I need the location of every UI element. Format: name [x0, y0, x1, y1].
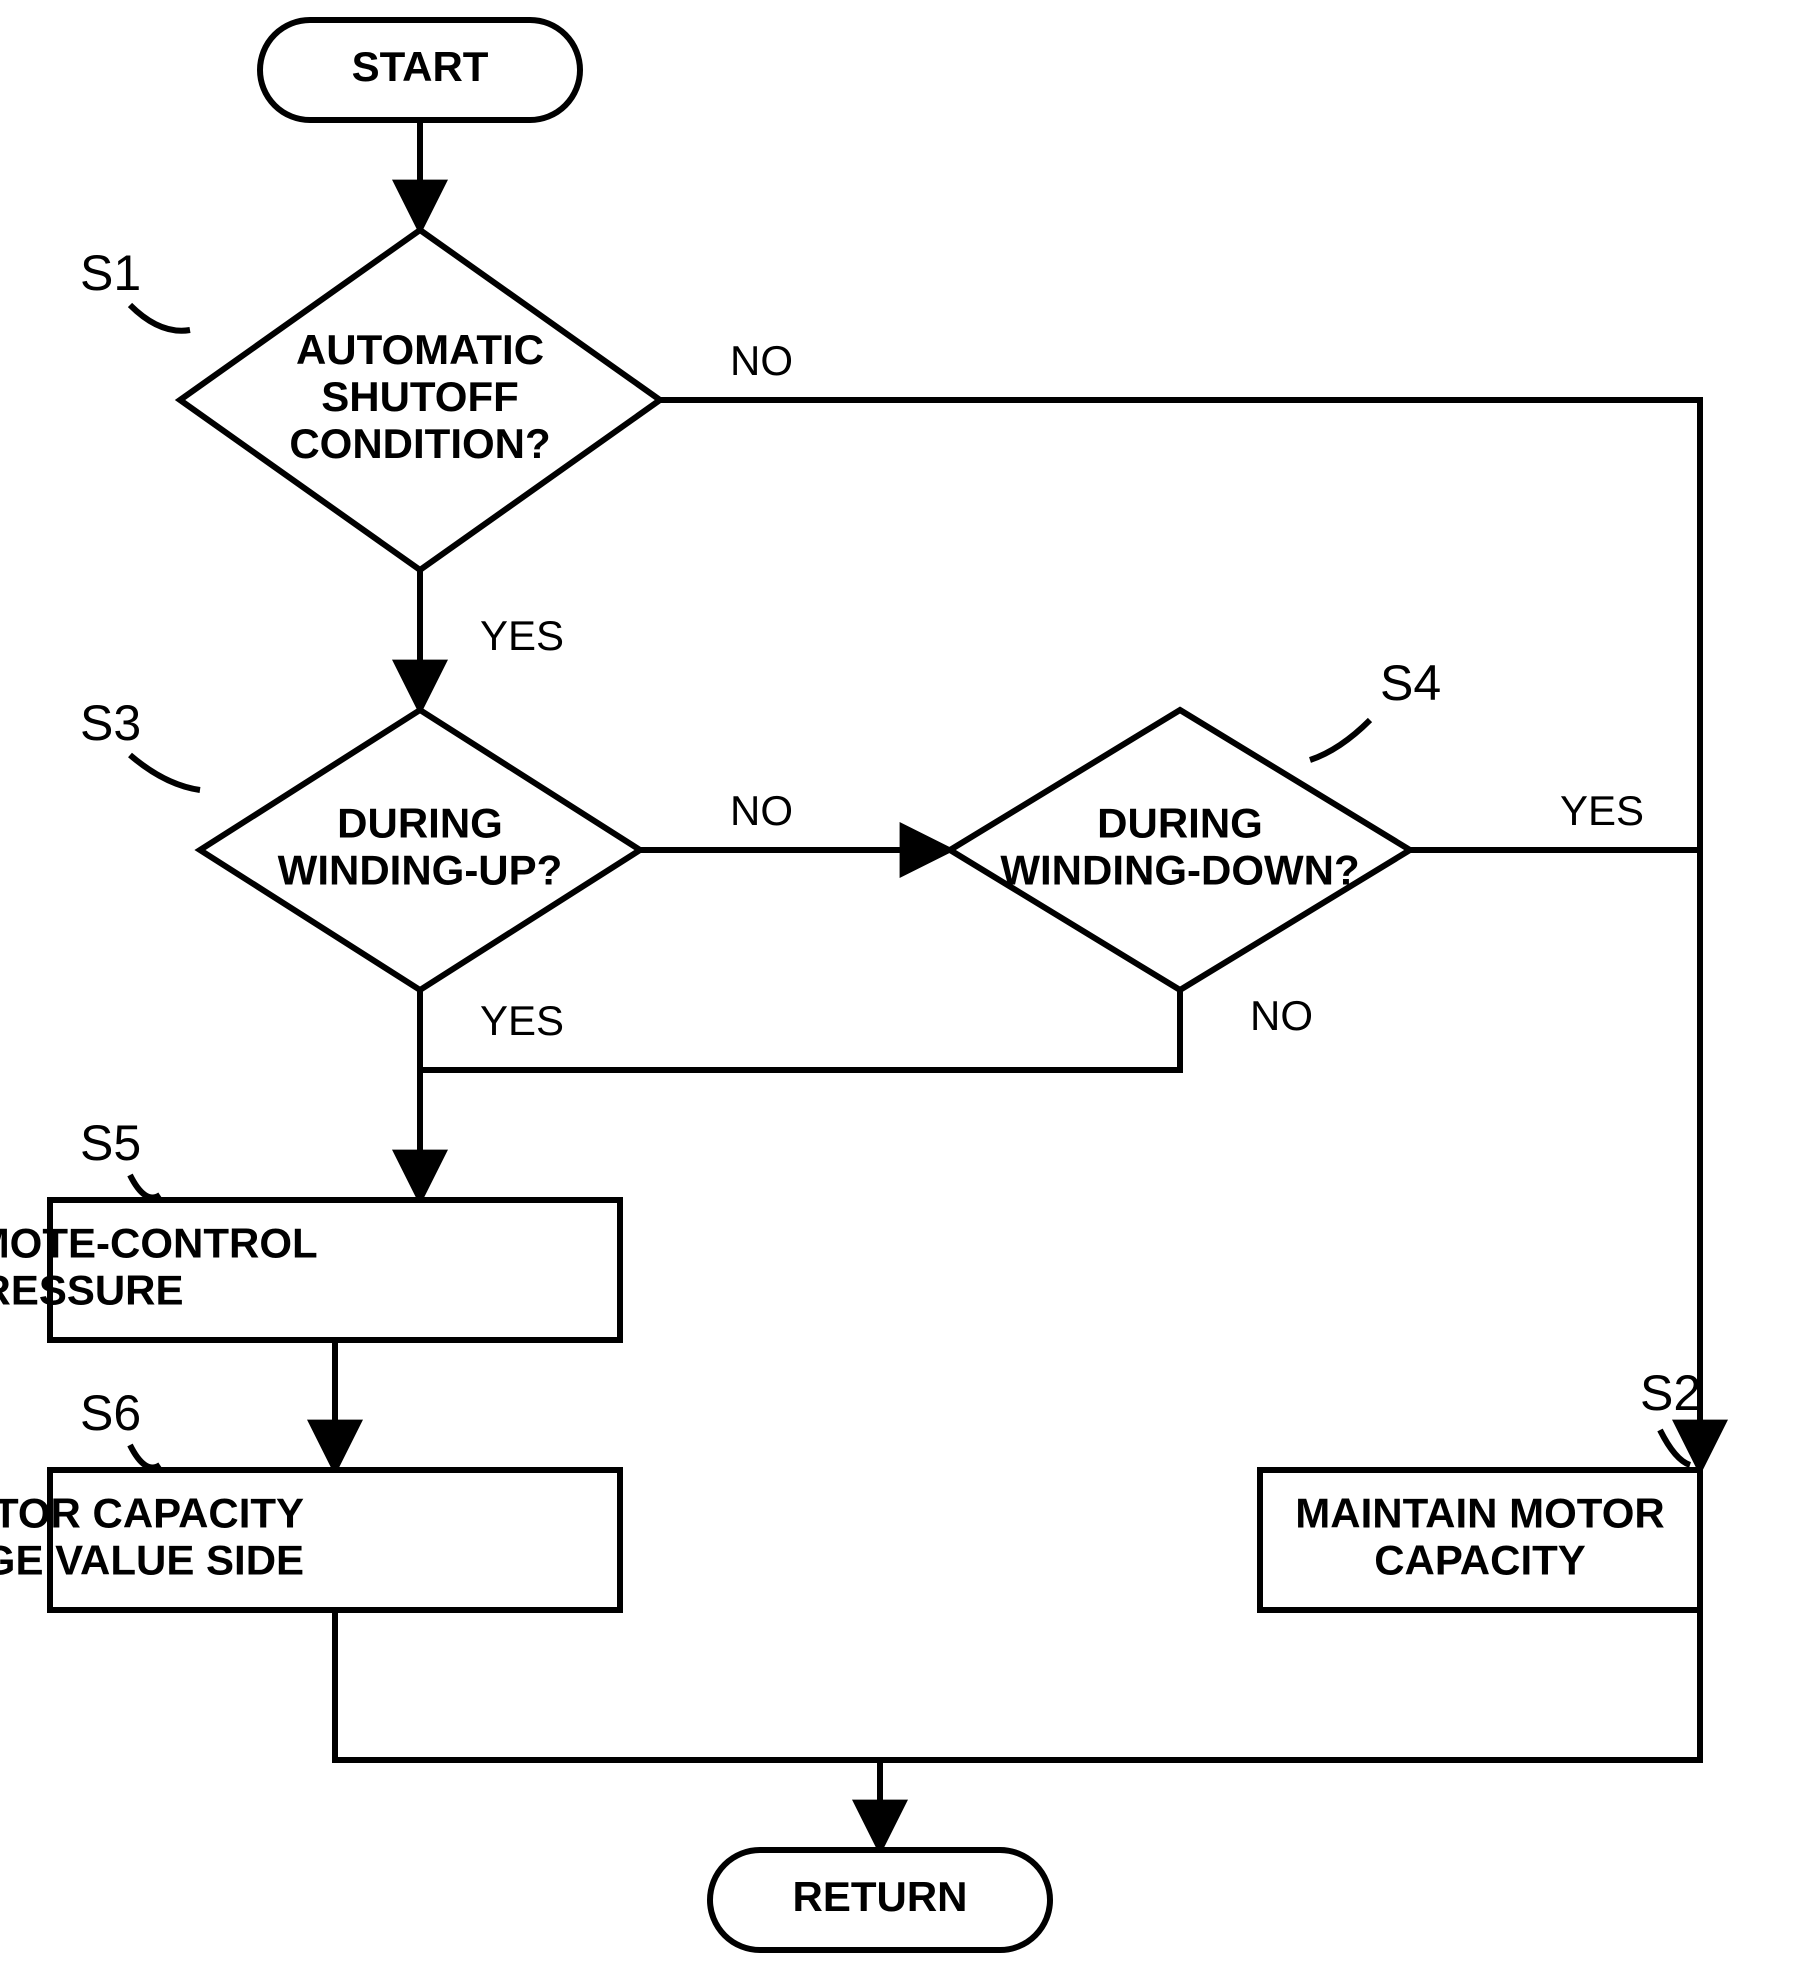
node-start-label: START [352, 43, 489, 90]
flow-edge [335, 1610, 1700, 1760]
node-s3-label: DURING [337, 800, 503, 847]
node-s1-label: CONDITION? [289, 420, 550, 467]
edge-label: YES [480, 612, 564, 659]
node-s1-label: SHUTOFF [321, 373, 519, 420]
step-connector [130, 1445, 160, 1468]
node-s6-label: AT LARGE VALUE SIDE [0, 1537, 304, 1584]
step-connector [1310, 720, 1370, 760]
step-connector [130, 1175, 160, 1198]
edge-label: NO [730, 337, 793, 384]
step-label-s4: S4 [1380, 655, 1441, 711]
node-s2-label: CAPACITY [1374, 1537, 1586, 1584]
node-s1-label: AUTOMATIC [296, 326, 544, 373]
step-label-s2: S2 [1640, 1365, 1701, 1421]
step-label-s1: S1 [80, 245, 141, 301]
step-label-s6: S6 [80, 1385, 141, 1441]
node-s3-label: WINDING-UP? [278, 847, 563, 894]
step-label-s3: S3 [80, 695, 141, 751]
node-s4-label: DURING [1097, 800, 1263, 847]
step-label-s5: S5 [80, 1115, 141, 1171]
edge-label: NO [1250, 992, 1313, 1039]
edge-label: YES [1560, 787, 1644, 834]
node-s6-label: SET MOTOR CAPACITY [0, 1490, 304, 1537]
edge-label: NO [730, 787, 793, 834]
node-s4-label: WINDING-DOWN? [1000, 847, 1359, 894]
node-s2-label: MAINTAIN MOTOR [1295, 1490, 1664, 1537]
node-s5-label: PRESSURE [0, 1267, 184, 1314]
step-connector [130, 305, 190, 331]
step-connector [1660, 1430, 1690, 1465]
node-s5-label: CUT REMOTE-CONTROL [0, 1220, 318, 1267]
step-connector [130, 755, 200, 790]
node-return-label: RETURN [793, 1873, 968, 1920]
edge-label: YES [480, 997, 564, 1044]
